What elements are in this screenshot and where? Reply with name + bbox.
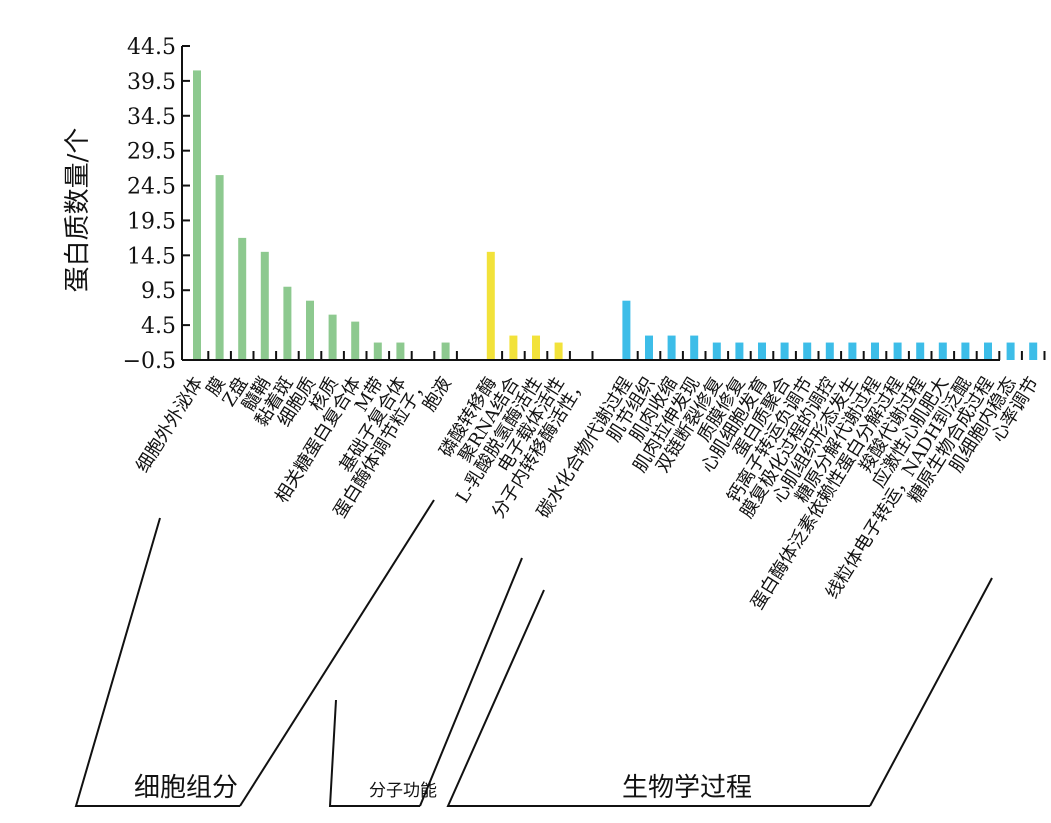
bars (193, 70, 1038, 360)
bar (916, 342, 925, 360)
x-axis (182, 351, 1046, 361)
bar (938, 342, 947, 360)
bar (486, 251, 495, 360)
bar (260, 251, 269, 360)
category-label: 细胞外外泌体 (132, 374, 207, 477)
y-tick-label: 34.5 (127, 105, 176, 130)
bar (509, 335, 518, 360)
bar (622, 300, 631, 360)
bar (396, 342, 405, 360)
bar (238, 237, 247, 360)
bar (667, 335, 676, 360)
bar (554, 342, 563, 360)
y-tick-label: 4.5 (141, 314, 176, 339)
group-bracket-side (869, 577, 993, 807)
y-axis: 44.5 39.5 34.5 29.5 24.5 19.5 14.5 9.5 4.5 −0.5 (123, 35, 190, 374)
bar (193, 70, 201, 360)
group-label: 分子功能 (369, 781, 437, 801)
bar (871, 342, 879, 360)
bar (690, 335, 699, 360)
group-label: 生物学过程 (622, 773, 752, 803)
bar (780, 342, 789, 360)
y-axis-title: 蛋白质数量/个 (63, 128, 93, 293)
y-tick-label: 19.5 (127, 209, 176, 234)
bar (758, 342, 766, 360)
bar (215, 175, 224, 360)
bar (328, 314, 337, 360)
bar (373, 342, 382, 360)
bar (1006, 342, 1015, 360)
bar (984, 342, 992, 360)
bar (803, 342, 812, 360)
bar (961, 342, 970, 360)
group-bracket (74, 517, 240, 807)
bar (351, 321, 360, 360)
bar (283, 286, 292, 360)
bar (735, 342, 744, 360)
y-tick-label: 29.5 (127, 140, 176, 165)
bar (1029, 342, 1038, 360)
bar (532, 335, 540, 360)
group-bracket (446, 589, 870, 807)
y-tick-label: 14.5 (127, 244, 176, 269)
y-tick-label: 9.5 (141, 279, 176, 304)
y-tick-label: 24.5 (127, 175, 176, 200)
bar (712, 342, 721, 360)
group-label: 细胞组分 (134, 773, 238, 803)
bar (645, 335, 653, 360)
group-bracket-side (239, 499, 435, 807)
y-tick-label: −0.5 (123, 349, 176, 374)
y-tick-label: 39.5 (127, 70, 176, 95)
bar (893, 342, 902, 360)
bar (848, 342, 857, 360)
bar (825, 342, 834, 360)
category-labels: 细胞外外泌体膜Z盘髓鞘黏着斑细胞质核质相关糖蛋白复合体M带基础子复合体蛋白酶体调… (132, 374, 1043, 614)
bar (441, 342, 450, 360)
bar (306, 300, 314, 360)
y-tick-label: 44.5 (127, 35, 176, 60)
group-bracket (328, 699, 420, 807)
group-bracket-side (419, 557, 523, 807)
group-brackets: 细胞组分 分子功能 生物学过程 (74, 499, 993, 807)
